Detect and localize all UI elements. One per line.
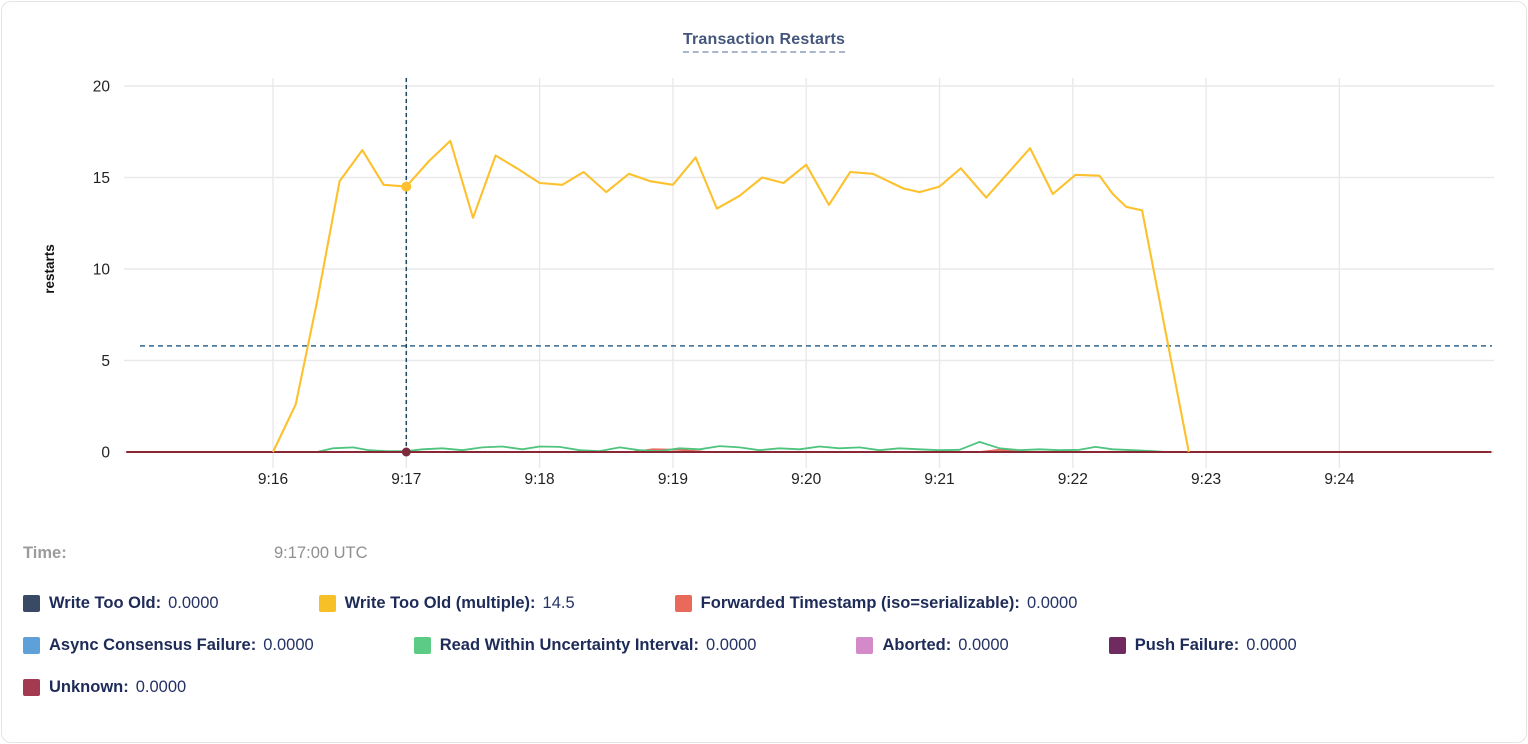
legend-value: 0.0000 xyxy=(263,636,314,654)
legend-row: Async Consensus Failure: 0.0000 Read Withi… xyxy=(23,636,1505,655)
legend-swatch-unknown xyxy=(23,679,40,696)
hover-time-label: Time: xyxy=(23,544,67,562)
legend-label: Write Too Old (multiple): xyxy=(344,594,536,612)
legend-value: 0.0000 xyxy=(135,678,187,696)
legend-label: Read Within Uncertainty Interval: xyxy=(439,636,700,654)
x-tick-label: 9:18 xyxy=(525,471,555,488)
series-line-read-within-uncertainty-interval xyxy=(316,440,1167,453)
legend-item-unknown: Unknown: 0.0000 xyxy=(23,678,186,697)
legend-swatch-push-failure xyxy=(1108,637,1126,654)
legend-item-push-failure: Push Failure: 0.0000 xyxy=(1108,636,1297,655)
legend-item-async-consensus-failure: Async Consensus Failure: 0.0000 xyxy=(23,636,314,655)
legend-label: Push Failure: xyxy=(1134,636,1240,654)
series-line-write-too-old-multiple xyxy=(272,139,1190,453)
y-tick-label: 0 xyxy=(101,445,110,462)
legend-item-write-too-old: Write Too Old: 0.0000 xyxy=(23,594,219,613)
chart-header: Transaction Restarts xyxy=(2,2,1526,58)
legend-label: Forwarded Timestamp (iso=serializable): xyxy=(700,594,1020,612)
x-tick-label: 9:20 xyxy=(791,471,822,488)
y-tick-label: 10 xyxy=(93,262,111,279)
hover-dot-zero-series xyxy=(401,447,411,457)
legend-label: Aborted: xyxy=(882,636,952,654)
y-tick-label: 15 xyxy=(93,170,110,187)
legend-swatch-read-within-uncertainty-interval xyxy=(413,637,431,654)
legend-label: Write Too Old: xyxy=(49,594,162,612)
x-tick-label: 9:22 xyxy=(1058,471,1088,488)
hover-time-value: 9:17:00 UTC xyxy=(274,544,368,562)
legend-value: 0.0000 xyxy=(958,636,1009,654)
x-tick-label: 9:16 xyxy=(258,471,288,488)
hover-time-row: Time: 9:17:00 UTC xyxy=(2,544,1526,566)
legend-swatch-write-too-old-multiple xyxy=(318,595,336,612)
legend-value: 0.0000 xyxy=(168,594,219,612)
hover-dot-write-too-old-multiple xyxy=(401,181,412,192)
transaction-restarts-chart[interactable]: 0 5 10 15 20 9:16 9:17 9:18 9:19 9:20 9:21 9:22 9:23… xyxy=(2,58,1527,508)
x-tick-label: 9:17 xyxy=(391,471,421,488)
legend-value: 0.0000 xyxy=(1026,594,1078,612)
chart-legend: Write Too Old: 0.0000 Write Too Old (multi… xyxy=(2,594,1526,697)
legend-row: Write Too Old: 0.0000 Write Too Old (multi… xyxy=(23,594,1505,613)
legend-item-write-too-old-multiple: Write Too Old (multiple): 14.5 xyxy=(318,594,575,613)
chart-title[interactable]: Transaction Restarts xyxy=(682,31,846,53)
legend-swatch-async-consensus-failure xyxy=(23,637,40,654)
x-tick-label: 9:23 xyxy=(1191,471,1221,488)
legend-label: Async Consensus Failure: xyxy=(49,636,257,654)
legend-value: 14.5 xyxy=(542,594,575,612)
legend-swatch-write-too-old xyxy=(23,595,40,612)
x-tick-label: 9:21 xyxy=(924,471,954,488)
legend-swatch-forwarded-timestamp-iso-serializable xyxy=(674,595,692,612)
y-tick-label: 5 xyxy=(101,353,110,370)
y-axis-label: restarts xyxy=(42,244,57,294)
legend-item-forwarded-timestamp-iso-serializable: Forwarded Timestamp (iso=serializable): 0… xyxy=(674,594,1078,613)
legend-value: 0.0000 xyxy=(1246,636,1297,654)
legend-swatch-aborted xyxy=(856,637,874,654)
legend-label: Unknown: xyxy=(49,678,129,696)
legend-row: Unknown: 0.0000 xyxy=(23,678,1505,697)
x-tick-label: 9:19 xyxy=(658,471,688,488)
legend-item-aborted: Aborted: 0.0000 xyxy=(856,636,1009,655)
y-tick-label: 20 xyxy=(93,79,111,96)
legend-value: 0.0000 xyxy=(706,636,757,654)
x-tick-label: 9:24 xyxy=(1324,471,1355,488)
legend-item-read-within-uncertainty-interval: Read Within Uncertainty Interval: 0.0000 xyxy=(413,636,757,655)
